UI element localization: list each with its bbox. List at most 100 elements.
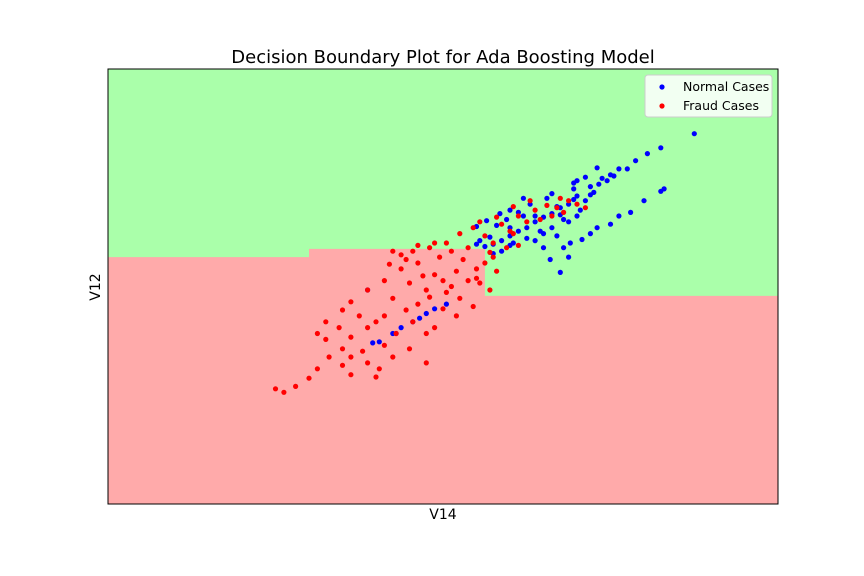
normal-case-point xyxy=(587,184,594,190)
normal-case-point xyxy=(616,166,622,172)
normal-case-point xyxy=(571,196,577,203)
normal-case-point xyxy=(537,228,543,234)
normal-case-point xyxy=(661,186,667,192)
normal-case-point xyxy=(604,178,610,184)
normal-case-point xyxy=(596,181,602,187)
fraud-case-point xyxy=(423,360,429,366)
fraud-case-point xyxy=(410,319,416,325)
x-axis-label: V14 xyxy=(429,507,456,523)
normal-case-point xyxy=(691,131,697,137)
fraud-case-point xyxy=(437,254,443,260)
fraud-case-point xyxy=(440,306,446,312)
normal-case-point xyxy=(432,306,438,312)
legend: Normal Cases Fraud Cases xyxy=(644,74,773,118)
normal-case-point xyxy=(507,207,513,213)
fraud-case-point xyxy=(427,245,433,251)
normal-case-point xyxy=(484,218,490,224)
normal-case-point xyxy=(549,191,555,197)
normal-case-point xyxy=(549,225,555,231)
normal-case-point xyxy=(641,198,647,204)
fraud-case-point xyxy=(415,242,421,248)
fraud-case-point xyxy=(386,261,392,267)
normal-case-point xyxy=(599,175,605,181)
plot-area xyxy=(107,68,779,505)
fraud-cases-series xyxy=(272,195,589,395)
normal-case-point xyxy=(515,228,522,234)
fraud-case-point xyxy=(281,389,287,395)
normal-case-point xyxy=(499,238,505,244)
normal-case-point xyxy=(557,269,563,275)
fraud-case-point xyxy=(448,248,454,254)
normal-case-point xyxy=(417,315,423,321)
normal-case-point xyxy=(587,192,594,198)
normal-case-point xyxy=(582,198,589,204)
fraud-case-point xyxy=(348,299,354,305)
fraud-case-point xyxy=(460,256,466,263)
normal-case-point xyxy=(477,238,483,244)
fraud-case-point xyxy=(381,313,387,319)
fraud-case-point xyxy=(457,231,463,237)
normal-case-point xyxy=(658,145,664,151)
fraud-case-point xyxy=(403,307,409,313)
fraud-case-point xyxy=(440,278,446,284)
fraud-case-point xyxy=(453,268,459,274)
normal-case-point xyxy=(566,219,572,225)
normal-case-point xyxy=(515,209,522,215)
normal-case-point xyxy=(443,301,449,307)
fraud-case-point xyxy=(390,295,396,301)
normal-case-point xyxy=(487,234,493,240)
normal-case-point xyxy=(398,325,404,331)
fraud-case-point xyxy=(406,280,413,286)
fraud-case-point xyxy=(443,289,449,295)
normal-case-point xyxy=(524,235,530,241)
fraud-case-point xyxy=(487,287,493,293)
normal-case-point xyxy=(567,240,573,246)
normal-case-point xyxy=(571,186,577,192)
normal-case-point xyxy=(644,151,651,157)
fraud-case-point xyxy=(314,366,320,372)
normal-case-point xyxy=(482,243,488,250)
normal-case-point xyxy=(616,213,622,219)
fraud-case-point xyxy=(544,202,550,208)
fraud-case-point xyxy=(482,260,488,266)
normal-case-point xyxy=(579,236,585,243)
fraud-case-point xyxy=(415,301,421,307)
normal-case-point xyxy=(547,256,553,263)
fraud-case-point xyxy=(403,256,409,263)
fraud-case-point xyxy=(427,294,433,300)
normal-case-point xyxy=(587,231,594,237)
fraud-case-point xyxy=(365,325,371,331)
fraud-case-point xyxy=(306,375,312,381)
fraud-case-point xyxy=(487,249,493,255)
fraud-case-point xyxy=(494,268,500,274)
normal-case-point xyxy=(582,174,589,180)
normal-case-point xyxy=(607,221,614,227)
normal-case-point xyxy=(532,219,538,225)
fraud-case-point xyxy=(470,303,476,310)
fraud-case-point xyxy=(423,330,429,337)
normal-case-point xyxy=(574,213,580,219)
normal-case-point xyxy=(504,216,510,223)
normal-case-point xyxy=(532,213,538,219)
normal-case-point xyxy=(554,233,560,239)
fraud-case-point xyxy=(566,198,572,204)
fraud-case-point xyxy=(360,348,366,354)
fraud-case-point xyxy=(326,354,332,360)
fraud-case-point xyxy=(473,266,480,272)
legend-marker-normal xyxy=(659,84,665,90)
fraud-case-point xyxy=(356,313,362,319)
fraud-case-point xyxy=(482,233,488,239)
fraud-case-point xyxy=(314,330,320,337)
normal-case-point xyxy=(520,213,527,219)
fraud-case-point xyxy=(527,198,533,204)
normal-case-point xyxy=(520,195,527,201)
plot-frame xyxy=(107,68,779,505)
fraud-case-point xyxy=(582,205,589,211)
fraud-case-point xyxy=(393,330,399,337)
normal-case-point xyxy=(594,225,600,231)
fraud-case-point xyxy=(365,360,371,366)
fraud-case-point xyxy=(515,213,522,219)
normal-case-point xyxy=(577,207,583,213)
normal-case-point xyxy=(532,238,538,244)
